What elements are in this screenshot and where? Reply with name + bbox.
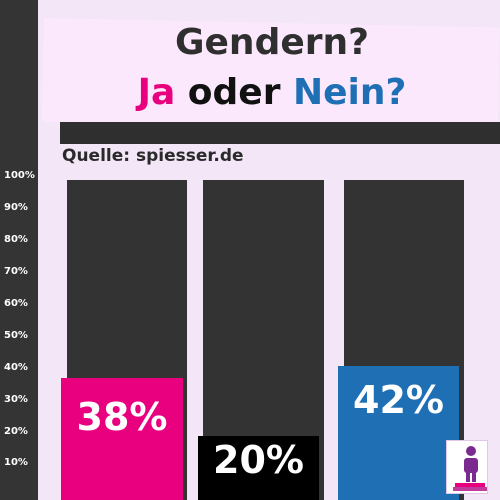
y-tick-label: 40% [4, 362, 28, 373]
chart-title: Gendern? [174, 22, 370, 63]
person-podium-icon [446, 440, 488, 494]
title-shadow [60, 122, 500, 144]
y-tick-label: 50% [4, 330, 28, 341]
y-tick-label: 60% [4, 298, 28, 309]
source-text: Quelle: spiesser.de [62, 146, 244, 166]
subtitle-nein: Nein? [293, 72, 407, 113]
y-tick-label: 90% [4, 202, 28, 213]
bar [198, 436, 319, 500]
bar [338, 366, 459, 500]
y-tick-label: 30% [4, 394, 28, 405]
y-tick-label: 70% [4, 266, 28, 277]
left-axis-strip [0, 0, 38, 500]
subtitle-oder: oder [187, 72, 281, 113]
y-tick-label: 20% [4, 426, 28, 437]
chart-subtitle: Ja oder Nein? [44, 72, 500, 113]
bar-value-label: 20% [213, 438, 304, 482]
y-tick-label: 100% [4, 170, 35, 181]
y-tick-label: 80% [4, 234, 28, 245]
bar-value-label: 42% [353, 378, 444, 422]
person-podium-icon-svg [453, 446, 487, 491]
bar-value-label: 38% [76, 395, 168, 439]
bar [61, 378, 183, 500]
y-tick-label: 10% [4, 457, 28, 468]
subtitle-ja: Ja [137, 72, 176, 113]
